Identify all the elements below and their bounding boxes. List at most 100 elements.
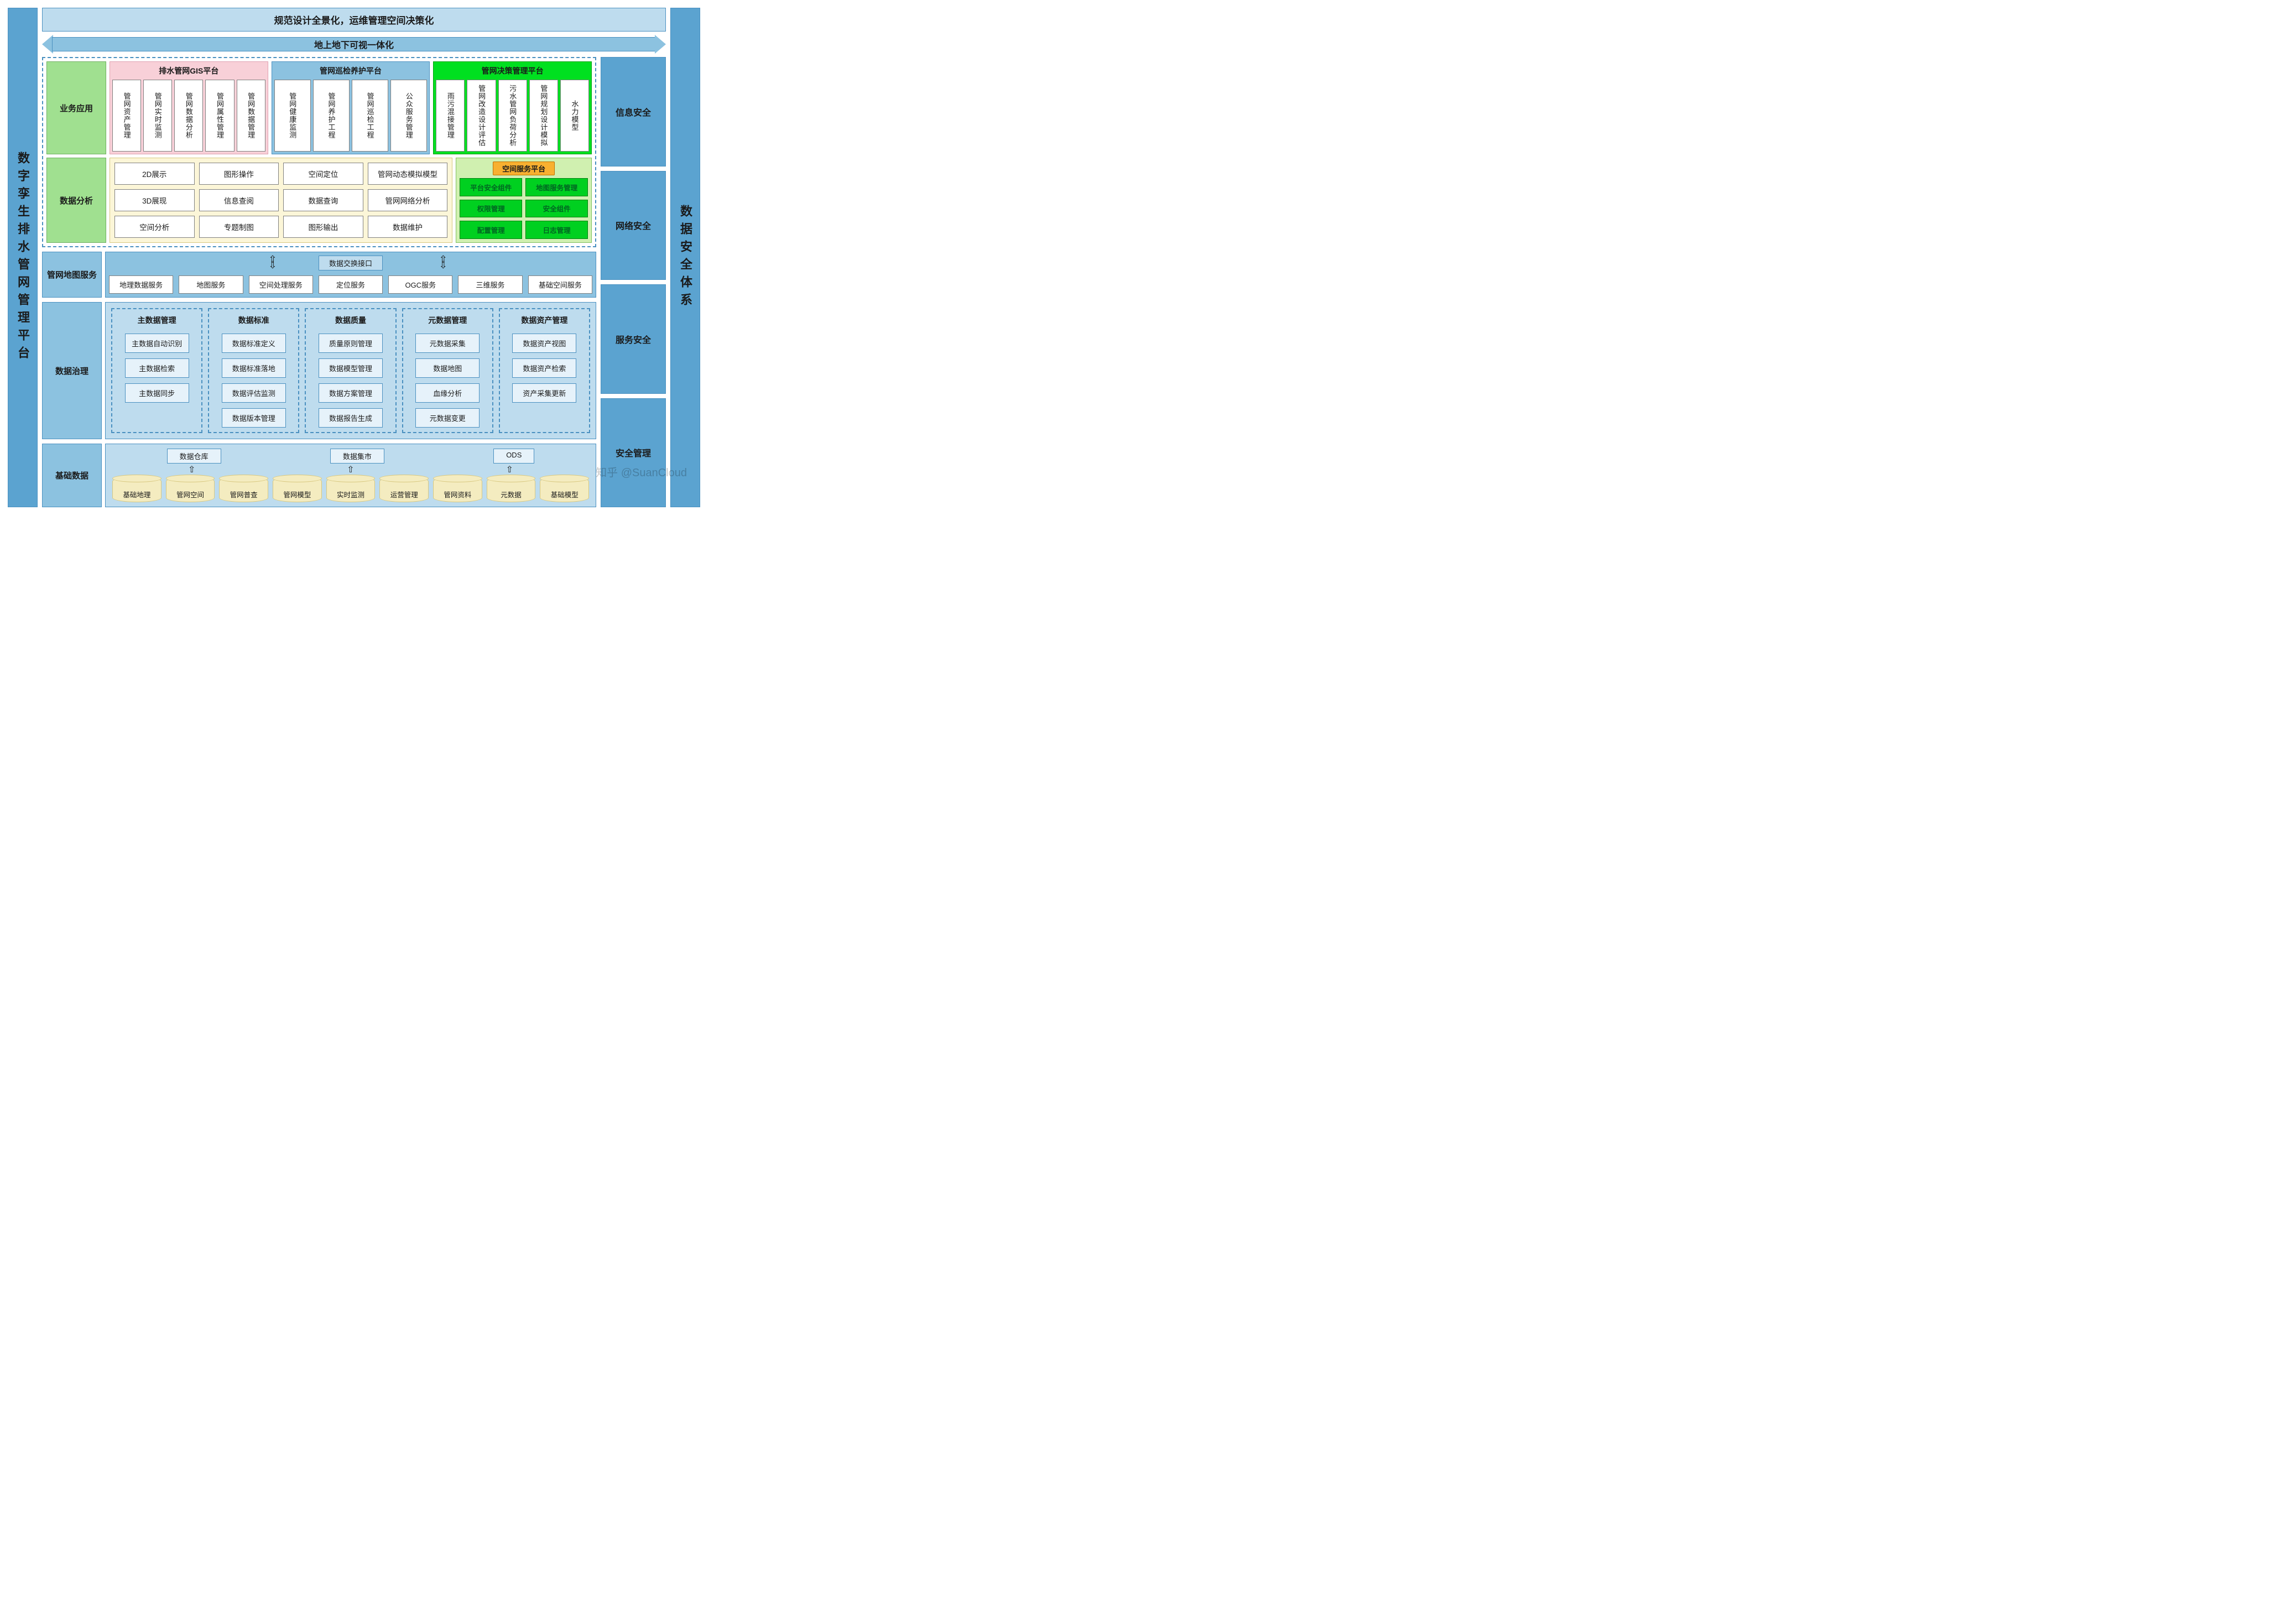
gov-column: 数据质量质量原则管理数据模型管理数据方案管理数据报告生成 — [305, 308, 396, 433]
gov-cell: 资产采集更新 — [512, 383, 576, 403]
up-arrow-icon: ⇧ — [188, 466, 195, 475]
gov-cell: 数据方案管理 — [319, 383, 383, 403]
platform-decision-title: 管网决策管理平台 — [436, 64, 589, 77]
slogan-banner: 规范设计全景化，运维管理空间决策化 — [42, 8, 666, 32]
gov-column-title: 主数据管理 — [138, 315, 176, 326]
foundation-panel: 数据仓库数据集市ODS ⇧⇧⇧ 基础地理管网空间管网普查管网模型实时监测运营管理… — [105, 444, 596, 507]
gov-column: 主数据管理主数据自动识别主数据检索主数据同步 — [111, 308, 202, 433]
module-box: 雨污混接管理 — [436, 80, 465, 152]
gov-column: 数据资产管理数据资产视图数据资产检索资产采集更新 — [499, 308, 590, 433]
datastore-chip: ODS — [493, 449, 534, 464]
gov-cell: 数据资产视图 — [512, 334, 576, 353]
analysis-cell: 信息查阅 — [199, 189, 279, 211]
module-box: 管网实时监测 — [143, 80, 172, 152]
analysis-cell: 图形操作 — [199, 163, 279, 185]
lane-label-business: 业务应用 — [46, 61, 106, 154]
analysis-cell: 3D展现 — [114, 189, 195, 211]
lane-label-base: 基础数据 — [42, 444, 102, 507]
analysis-cell: 数据查询 — [283, 189, 363, 211]
analysis-cell: 图形输出 — [283, 216, 363, 238]
left-pillar: 数字孪生排水管网管理平台 — [8, 8, 38, 507]
gov-cell: 数据模型管理 — [319, 358, 383, 378]
gov-cell: 元数据变更 — [415, 408, 480, 428]
datasource-cylinder: 管网模型 — [273, 477, 322, 502]
gov-cell: 数据版本管理 — [222, 408, 286, 428]
up-arrow-icon: ⇧ — [347, 466, 354, 475]
module-box: 水力模型 — [560, 80, 589, 152]
map-service-cell: 地图服务 — [179, 275, 243, 294]
analysis-grid: 2D展示图形操作空间定位管网动态模拟模型3D展现信息查阅数据查询管网网络分析空间… — [110, 158, 452, 243]
gov-cell: 主数据自动识别 — [125, 334, 189, 353]
security-block: 安全管理 — [601, 398, 666, 508]
spatial-service-title: 空间服务平台 — [493, 162, 555, 175]
map-service-panel: 数据交换接口 地理数据服务地图服务空间处理服务定位服务OGC服务三维服务基础空间… — [105, 252, 596, 298]
lane-governance: 数据治理 主数据管理主数据自动识别主数据检索主数据同步 数据标准数据标准定义数据标… — [42, 302, 596, 439]
map-service-cell: 定位服务 — [319, 275, 383, 294]
datasource-cylinder: 管网普查 — [219, 477, 268, 502]
center-region: 规范设计全景化，运维管理空间决策化 地上地下可视一体化 业务应用 排水管网GIS… — [42, 8, 666, 507]
service-cell: 权限管理 — [460, 200, 522, 218]
datastore-chip: 数据仓库 — [167, 449, 221, 464]
service-cell: 日志管理 — [525, 221, 588, 239]
lane-foundation: 基础数据 数据仓库 数据集市 ODS ⇧ ⇧ ⇧ 基础地理管网空间管网普查管网模型实时监… — [42, 444, 596, 507]
gov-cell: 数据地图 — [415, 358, 480, 378]
arrow-right-icon — [655, 35, 666, 54]
architecture-diagram: 数字孪生排水管网管理平台 规范设计全景化，运维管理空间决策化 地上地下可视一体化… — [8, 8, 700, 507]
arrow-label: 地上地下可视一体化 — [52, 37, 656, 51]
lane-label-gov: 数据治理 — [42, 302, 102, 439]
upper-dashed-group: 业务应用 排水管网GIS平台 管网资产管理管网实时监测管网数据分析管网属性管理管… — [42, 57, 596, 247]
gov-cell: 主数据同步 — [125, 383, 189, 403]
analysis-cell: 专题制图 — [199, 216, 279, 238]
right-pillar: 数据安全体系 — [670, 8, 700, 507]
analysis-cell: 空间分析 — [114, 216, 195, 238]
platform-inspect-title: 管网巡检养护平台 — [274, 64, 428, 77]
scope-arrow: 地上地下可视一体化 — [42, 35, 666, 54]
datasource-cylinder: 元数据 — [487, 477, 536, 502]
analysis-cell: 管网网络分析 — [368, 189, 448, 211]
datasource-cylinder: 基础地理 — [112, 477, 161, 502]
module-box: 管网数据分析 — [174, 80, 203, 152]
lane-label-analysis: 数据分析 — [46, 158, 106, 243]
module-box: 管网健康监测 — [274, 80, 311, 152]
service-cell: 地图服务管理 — [525, 178, 588, 196]
gov-cell: 主数据检索 — [125, 358, 189, 378]
gov-column: 元数据管理元数据采集数据地图血缘分析元数据变更 — [402, 308, 493, 433]
platform-decision: 管网决策管理平台 雨污混接管理管网改造设计评估污水管网负荷分析管网规划设计模拟水… — [433, 61, 592, 154]
module-box: 管网属性管理 — [205, 80, 234, 152]
module-box: 管网巡检工程 — [352, 80, 388, 152]
lane-map-service: 管网地图服务 数据交换接口 地理数据服务地图服务空间处理服务定位服务OGC服务三… — [42, 252, 596, 298]
module-box: 管网养护工程 — [313, 80, 350, 152]
lane-analysis: 数据分析 2D展示图形操作空间定位管网动态模拟模型3D展现信息查阅数据查询管网网… — [46, 158, 592, 243]
module-box: 污水管网负荷分析 — [498, 80, 527, 152]
security-column: 信息安全网络安全服务安全安全管理 — [601, 57, 666, 507]
gov-column-title: 数据资产管理 — [521, 315, 567, 326]
gov-column-title: 数据标准 — [238, 315, 269, 326]
map-service-cell: 基础空间服务 — [528, 275, 592, 294]
datasource-cylinder: 基础模型 — [540, 477, 589, 502]
up-arrow-icon: ⇧ — [506, 466, 513, 475]
security-block: 网络安全 — [601, 171, 666, 280]
datasource-cylinder: 实时监测 — [326, 477, 376, 502]
module-box: 管网改造设计评估 — [467, 80, 496, 152]
platform-gis: 排水管网GIS平台 管网资产管理管网实时监测管网数据分析管网属性管理管网数据管理 — [110, 61, 268, 154]
gov-cell: 数据标准定义 — [222, 334, 286, 353]
exchange-title: 数据交换接口 — [319, 256, 383, 270]
gov-cell: 血缘分析 — [415, 383, 480, 403]
map-service-cell: OGC服务 — [388, 275, 452, 294]
gov-cell: 数据资产检索 — [512, 358, 576, 378]
gov-cell: 数据标准落地 — [222, 358, 286, 378]
gov-column-title: 数据质量 — [335, 315, 366, 326]
exchange-arrow-icon — [268, 257, 277, 268]
exchange-arrow-icon — [439, 257, 447, 268]
datasource-cylinder: 管网空间 — [166, 477, 215, 502]
analysis-cell: 空间定位 — [283, 163, 363, 185]
datastore-chip: 数据集市 — [330, 449, 384, 464]
governance-panel: 主数据管理主数据自动识别主数据检索主数据同步数据标准数据标准定义数据标准落地数据… — [105, 302, 596, 439]
module-box: 管网规划设计模拟 — [529, 80, 558, 152]
module-box: 管网数据管理 — [237, 80, 265, 152]
gov-column: 数据标准数据标准定义数据标准落地数据评估监测数据版本管理 — [208, 308, 299, 433]
lane-business: 业务应用 排水管网GIS平台 管网资产管理管网实时监测管网数据分析管网属性管理管… — [46, 61, 592, 154]
service-cell: 配置管理 — [460, 221, 522, 239]
map-service-cell: 地理数据服务 — [109, 275, 173, 294]
security-block: 信息安全 — [601, 57, 666, 166]
